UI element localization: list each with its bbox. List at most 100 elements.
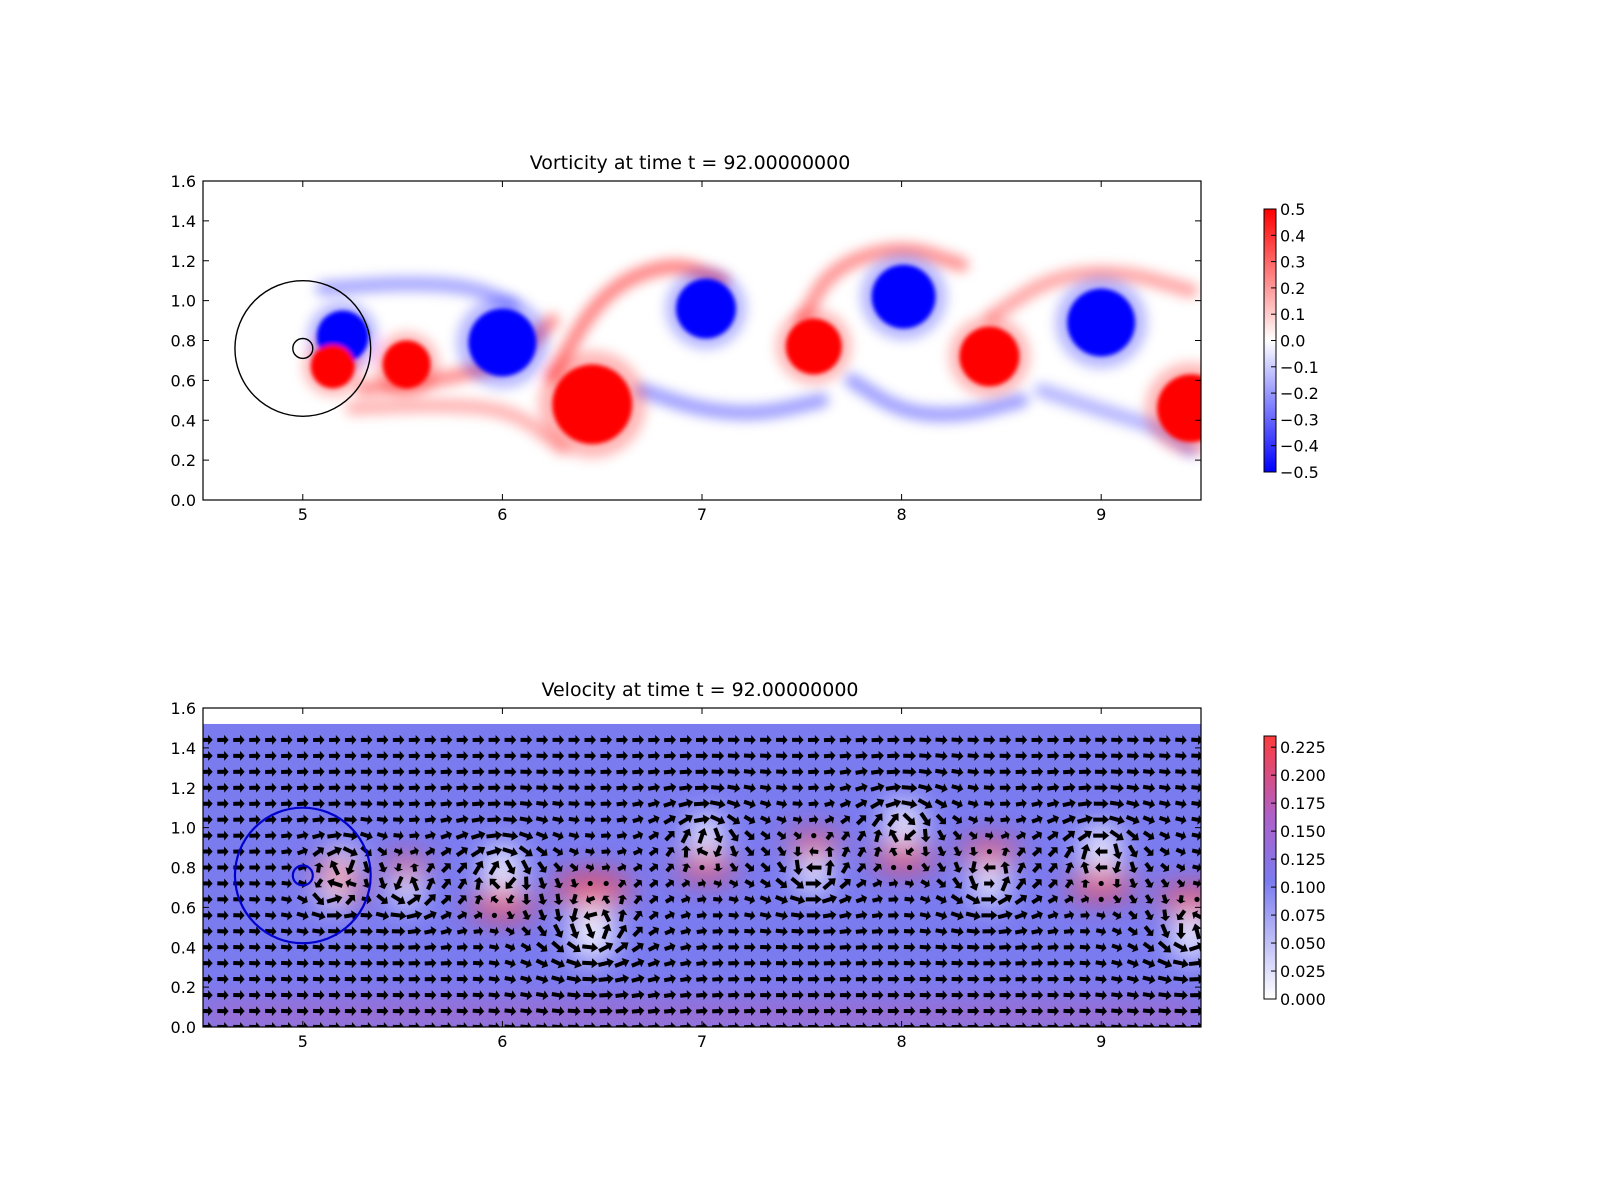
velocity-quiver-arrow <box>934 767 948 777</box>
velocity-quiver-arrow <box>391 926 406 937</box>
velocity-quiver-arrow <box>693 814 710 825</box>
velocity-quiver-arrow <box>632 782 644 793</box>
velocity-quiver-arrow <box>648 894 659 905</box>
velocity-quiver-arrow <box>344 990 357 1001</box>
velocity-ytick-label: 0.4 <box>171 938 196 957</box>
velocity-quiver-arrow <box>760 846 771 856</box>
velocity-quiver-arrow <box>665 847 675 858</box>
velocity-quiver-arrow <box>679 989 692 1000</box>
velocity-quiver-arrow <box>392 750 405 761</box>
velocity-quiver-arrow <box>807 926 821 937</box>
velocity-quiver-arrow <box>456 974 469 985</box>
velocity-quiver-arrow <box>1111 1022 1124 1027</box>
velocity-quiver-arrow <box>857 846 867 858</box>
velocity-quiver-arrow <box>744 894 756 905</box>
velocity-quiver-arrow <box>360 750 373 761</box>
velocity-quiver-arrow <box>713 863 724 872</box>
velocity-quiver-arrow <box>903 750 916 761</box>
velocity-quiver-arrow <box>616 766 628 777</box>
velocity-quiver-arrow <box>281 750 293 761</box>
velocity-quiver-arrow <box>1175 782 1187 793</box>
velocity-quiver-arrow <box>617 894 628 905</box>
velocity-quiver-arrow <box>472 860 484 876</box>
velocity-quiver-arrow <box>760 1006 772 1017</box>
velocity-quiver-arrow <box>1110 766 1124 777</box>
velocity-quiver-arrow <box>1192 910 1201 920</box>
velocity-quiver-arrow <box>1031 974 1044 985</box>
velocity-quiver-arrow <box>440 942 453 953</box>
velocity-quiver-arrow <box>440 926 453 936</box>
velocity-quiver-arrow <box>486 846 503 856</box>
velocity-quiver-arrow <box>839 926 852 937</box>
velocity-quiver-arrow <box>952 876 963 889</box>
velocity-quiver-arrow <box>792 798 803 809</box>
velocity-quiver-arrow <box>1015 958 1028 969</box>
velocity-quiver-arrow <box>839 750 852 761</box>
velocity-quiver-arrow <box>217 894 229 905</box>
velocity-quiver-arrow <box>536 941 548 952</box>
velocity-quiver-arrow <box>392 1022 405 1027</box>
velocity-quiver-arrow <box>1031 766 1044 777</box>
velocity-quiver-arrow <box>981 910 998 921</box>
velocity-quiver-arrow <box>981 894 998 905</box>
velocity-quiver-arrow <box>887 974 900 985</box>
velocity-quiver-arrow <box>1094 782 1108 793</box>
velocity-quiver-arrow <box>759 750 772 761</box>
velocity-quiver-arrow <box>633 895 643 905</box>
velocity-quiver-arrow <box>935 942 948 953</box>
velocity-quiver-arrow <box>568 847 579 857</box>
velocity-quiver-arrow <box>1076 814 1093 825</box>
velocity-quiver-arrow <box>808 814 819 825</box>
velocity-quiver-arrow <box>633 910 643 922</box>
velocity-quiver-arrow <box>233 750 245 761</box>
velocity-quiver-arrow <box>552 750 565 761</box>
velocity-quiver-arrow <box>1063 1006 1076 1017</box>
velocity-quiver-arrow <box>440 750 453 761</box>
velocity-quiver-arrow <box>265 1006 277 1017</box>
velocity-quiver-arrow <box>1016 847 1026 857</box>
velocity-quiver-arrow <box>616 782 628 793</box>
velocity-colorbar: 0.225 0.200 0.175 0.150 0.125 0.100 0.075 0.050… <box>1263 735 1326 1009</box>
vorticity-ytick-label: 1.0 <box>171 292 196 311</box>
velocity-quiver-arrow <box>728 958 740 969</box>
velocity-quiver-arrow <box>296 910 309 921</box>
velocity-quiver-arrow <box>217 990 229 1001</box>
velocity-quiver-arrow <box>567 1022 581 1027</box>
velocity-quiver-arrow <box>1160 894 1171 904</box>
velocity-quiver-arrow <box>839 782 852 793</box>
velocity-quiver-arrow <box>582 942 599 953</box>
velocity-quiver-arrow <box>583 990 598 1001</box>
velocity-quiver-arrow <box>440 863 451 874</box>
velocity-quiver-arrow <box>520 942 532 953</box>
velocity-quiver-arrow <box>886 766 901 777</box>
velocity-quiver-arrow <box>839 958 852 969</box>
velocity-quiver-arrow <box>1111 958 1123 969</box>
velocity-quiver-arrow <box>584 734 596 745</box>
velocity-quiver-arrow <box>249 878 261 889</box>
velocity-ytick-label: 1.4 <box>171 739 196 758</box>
vorticity-colorbar-tick-label: 0.4 <box>1280 226 1305 245</box>
velocity-quiver-arrow <box>806 862 822 873</box>
velocity-quiver-arrow <box>966 926 981 937</box>
velocity-quiver-arrow <box>1127 844 1139 858</box>
velocity-quiver-arrow <box>601 895 611 905</box>
velocity-quiver-arrow <box>280 974 293 985</box>
velocity-quiver-arrow <box>1063 974 1075 985</box>
velocity-quiver-arrow <box>999 942 1012 953</box>
velocity-quiver-arrow <box>616 846 627 857</box>
velocity-quiver-arrow <box>408 990 421 1001</box>
velocity-quiver-arrow <box>1095 862 1108 873</box>
velocity-quiver-arrow <box>569 907 579 923</box>
velocity-quiver-arrow <box>1142 766 1156 777</box>
velocity-quiver-arrow <box>775 926 788 937</box>
velocity-quiver-arrow <box>585 846 595 857</box>
velocity-quiver-arrow <box>713 894 723 905</box>
velocity-quiver-arrow <box>328 734 341 745</box>
velocity-quiver-arrow <box>648 862 659 873</box>
velocity-quiver-arrow <box>328 750 341 761</box>
velocity-quiver-arrow <box>1173 941 1189 953</box>
velocity-quiver-arrow <box>203 974 213 985</box>
vorticity-vortex <box>959 326 1020 387</box>
velocity-quiver-arrow <box>744 958 756 969</box>
velocity-quiver-arrow <box>552 831 564 841</box>
